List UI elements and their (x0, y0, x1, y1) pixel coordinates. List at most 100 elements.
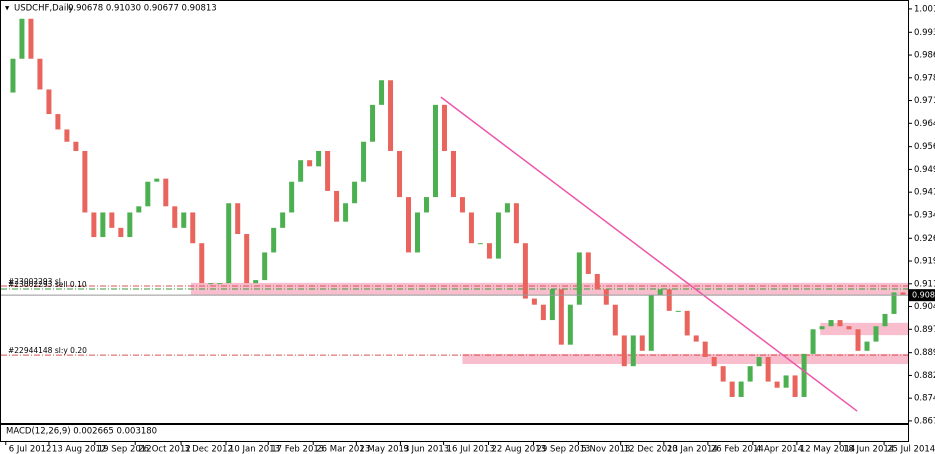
price-zone (190, 282, 908, 295)
candle-body (432, 104, 438, 198)
candle-body (504, 203, 510, 213)
candle-body (621, 335, 627, 367)
current-price-label: 0.9081 (912, 291, 935, 300)
candle-body (855, 329, 861, 351)
chart-ohlc: 0.90678 0.91030 0.90677 0.90813 (68, 4, 217, 14)
y-tick-label: 0.9342 (914, 210, 935, 220)
candle-body (217, 283, 223, 285)
x-tick-label: 19 Sep 2012 (98, 445, 152, 454)
x-tick-label: 10 Jan 2013 (229, 445, 280, 454)
x-tick-label: 26 Feb 2014 (711, 445, 764, 454)
candle-body (226, 203, 232, 284)
menu-arrow[interactable]: ▾ (5, 4, 10, 14)
candle-body (73, 141, 79, 151)
x-tick-label: 13 Aug 2012 (52, 445, 106, 454)
x-tick-label: 26 Mar 2013 (316, 445, 370, 454)
candle-body (325, 150, 331, 191)
candle-body (37, 58, 43, 90)
chart-title: USDCHF,Daily (14, 4, 74, 14)
y-tick-label: 0.9714 (914, 96, 935, 106)
candle-body (423, 197, 429, 213)
candle-body (208, 283, 214, 285)
candle-body (486, 243, 492, 259)
candle-body (298, 160, 304, 182)
candle-body (190, 212, 196, 244)
y-tick-label: 0.9564 (914, 142, 935, 152)
candle-body (280, 212, 286, 228)
candle-body (388, 80, 394, 151)
price-zone (462, 353, 908, 365)
candle-body (531, 298, 537, 305)
candle-body (522, 243, 528, 299)
y-tick-label: 0.9266 (914, 234, 935, 244)
y-tick-label: 0.9192 (914, 257, 935, 267)
candle-body (370, 104, 376, 142)
candle-body (693, 335, 699, 342)
price-panel (0, 0, 909, 424)
candle-body (253, 280, 259, 284)
candle-body (379, 80, 385, 105)
order-label: #22944148 sl:y 0.20 (8, 346, 87, 355)
candle-body (585, 252, 591, 274)
candle-body (720, 366, 726, 382)
order-label: #23002293 sl (8, 277, 61, 286)
y-tick-label: 0.9490 (914, 165, 935, 175)
current-price-box (909, 289, 935, 302)
candle-body (477, 243, 483, 245)
y-tick-label: 0.9788 (914, 73, 935, 83)
candle-body (199, 243, 205, 284)
candle-body (837, 320, 843, 327)
candle-body (450, 150, 456, 198)
candle-body (630, 335, 636, 367)
candle-body (19, 18, 25, 59)
candle-body (711, 356, 717, 367)
y-tick-label: 0.9640 (914, 119, 935, 129)
x-tick-label: 6 Jul 2012 (9, 445, 52, 454)
x-tick-label: 12 May 2014 (800, 445, 855, 454)
candle-body (235, 203, 241, 234)
candle-body (819, 326, 825, 330)
candle-body (648, 295, 654, 351)
candle-body (558, 289, 564, 345)
candle-body (307, 160, 313, 167)
candle-body (334, 190, 340, 222)
y-tick-label: 0.8820 (914, 371, 935, 381)
candle-body (891, 292, 897, 314)
x-tick-label: 3 Dec 2012 (184, 445, 233, 454)
x-tick-label: 4 Apr 2014 (756, 445, 803, 454)
candle-body (262, 252, 268, 281)
candle-body (406, 197, 412, 253)
candle-body (756, 356, 762, 367)
candle-body (801, 353, 807, 397)
candle-body (361, 141, 367, 182)
y-tick-label: 0.9044 (914, 302, 935, 312)
candle-body (397, 150, 403, 198)
candle-body (603, 289, 609, 305)
candle-body (783, 375, 789, 388)
candle-body (136, 206, 142, 213)
x-tick-label: 12 Dec 2013 (624, 445, 678, 454)
candle-body (289, 181, 295, 213)
candle-body (864, 341, 870, 351)
macd-panel (0, 424, 909, 442)
x-tick-label: 22 Aug 2013 (492, 445, 546, 454)
candle-body (567, 304, 573, 345)
x-tick-label: 29 Sep 2013 (536, 445, 590, 454)
candle-body (846, 326, 852, 330)
candle-body (576, 252, 582, 305)
candle-body (873, 326, 879, 342)
y-tick-label: 0.8746 (914, 394, 935, 404)
candle-body (459, 197, 465, 213)
y-tick-label: 0.8672 (914, 416, 935, 426)
candle-body (352, 181, 358, 204)
candle-body (82, 150, 88, 213)
y-tick-label: 0.9862 (914, 51, 935, 61)
x-tick-label: 2 May 2013 (359, 445, 409, 454)
candle-body (765, 356, 771, 382)
candle-body (271, 227, 277, 253)
candle-body (810, 329, 816, 354)
candle-body (612, 304, 618, 336)
candle-body (729, 381, 735, 397)
candle-body (540, 304, 546, 321)
